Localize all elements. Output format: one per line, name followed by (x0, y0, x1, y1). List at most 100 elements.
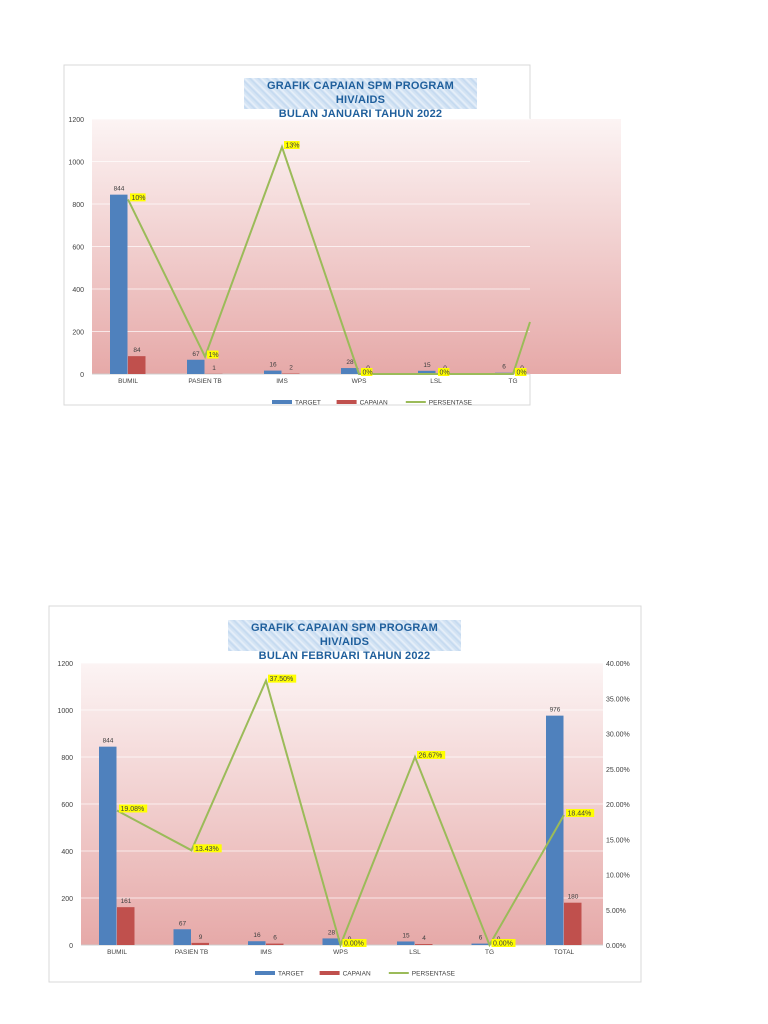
chart2-frame (48, 605, 642, 983)
chart2-category-label: IMS (260, 949, 272, 956)
chart1-legend-swatch (336, 400, 357, 404)
chart2-y-tick-label: 0 (69, 943, 73, 950)
chart2-bar-target (248, 941, 266, 945)
chart1-line-label-bg (130, 193, 146, 202)
chart1-y-tick-label: 600 (72, 245, 84, 252)
chart2-bar-capaian (191, 942, 209, 945)
chart2-y-tick-label: 200 (61, 896, 73, 903)
chart2-bar-value-label: 6 (273, 935, 277, 942)
chart1-bar-value-label: 28 (346, 359, 354, 366)
chart1-y-tick-label: 800 (72, 202, 84, 209)
chart2-line-label-bg (566, 808, 595, 817)
chart1-category-label: LSL (430, 378, 442, 385)
chart2-y2-tick-label: 15.00% (606, 837, 630, 844)
chart2-title-line2: BULAN FEBRUARI TAHUN 2022 (258, 650, 431, 662)
chart1-category-label: WPS (352, 378, 367, 385)
chart1-title-line1: GRAFIK CAPAIAN SPM PROGRAM HIV/AIDS (266, 80, 455, 106)
chart2-y2-tick-label: 5.00% (606, 908, 626, 915)
chart2-bar-value-label: 6 (479, 935, 483, 942)
chart2-line-persentase (116, 677, 565, 949)
chart2-y-tick-label: 800 (61, 755, 73, 762)
chart1-line-label-bg (361, 368, 373, 376)
chart1-line-label-bg (284, 141, 300, 149)
chart1-bar-target (264, 370, 282, 374)
chart1-bar-value-label: 16 (269, 362, 277, 369)
chart1-bar-value-label: 84 (133, 347, 141, 354)
chart2-y2-tick-label: 0.00% (606, 943, 626, 950)
chart2-bar-target (397, 941, 415, 945)
chart1-y-tick-label: 1000 (68, 160, 84, 167)
chart2-bar-value-label: 9 (199, 934, 203, 941)
chart1-bar-value-label: 67 (192, 351, 200, 358)
chart2-line-value-label: 0.00% (344, 941, 364, 948)
chart1-bar-value-label: 1 (212, 365, 216, 372)
chart2-legend-swatch (319, 971, 340, 975)
chart2-line-value-label: 19.08% (121, 806, 145, 813)
chart1-bar-target (110, 194, 128, 374)
chart2-category-label: TG (485, 949, 494, 956)
chart2-legend-label: CAPAIAN (343, 971, 371, 978)
chart1-legend-label: TARGET (295, 400, 321, 407)
chart1-line-value-label: 13% (286, 143, 300, 150)
chart1-bar-value-label: 6 (502, 364, 506, 371)
chart2-bar-target (322, 938, 340, 945)
chart2-line-label-bg (491, 939, 516, 947)
chart1-bar-value-label: 844 (114, 186, 125, 193)
chart1-y-tick-label: 0 (80, 372, 84, 379)
chart2-bar-value-label: 28 (328, 929, 336, 936)
chart2-line-value-label: 0.00% (493, 941, 513, 948)
chart2-bar-target (173, 929, 191, 945)
chart2-line-label-bg (119, 804, 148, 813)
chart2-y-tick-label: 400 (61, 849, 73, 856)
chart2-legend-label: TARGET (278, 971, 304, 978)
chart2-bar-value-label: 16 (253, 932, 261, 939)
chart2-line-value-label: 18.44% (568, 810, 592, 817)
chart2-bar-value-label: 180 (568, 894, 579, 901)
chart1-category-label: PASIEN TB (188, 378, 221, 385)
chart2-legend-swatch (255, 971, 275, 975)
chart1-line-value-label: 1% (209, 352, 219, 359)
chart2-line-label-bg (342, 939, 367, 947)
chart1-line-value-label: 0% (363, 370, 373, 377)
chart2-y-tick-label: 600 (61, 802, 73, 809)
chart1-bar-target (418, 370, 436, 374)
chart2-y2-tick-label: 10.00% (606, 873, 630, 880)
chart1-legend-label: CAPAIAN (360, 400, 388, 407)
chart1-line-value-label: 10% (132, 195, 146, 202)
chart1-legend-label: PERSENTASE (429, 400, 473, 407)
chart2-bar-target (99, 746, 117, 945)
chart1-y-tick-label: 400 (72, 287, 84, 294)
chart1-y-tick-label: 200 (72, 330, 84, 337)
chart2-bar-value-label: 67 (179, 920, 187, 927)
chart1-category-label: TG (508, 378, 517, 385)
chart2-bar-value-label: 15 (402, 932, 410, 939)
chart2-y-tick-label: 1200 (57, 661, 73, 668)
chart2-category-label: WPS (333, 949, 348, 956)
chart2-y2-tick-label: 40.00% (606, 661, 630, 668)
chart1-bar-capaian (128, 356, 146, 374)
chart2-line-value-label: 37.50% (270, 676, 294, 683)
chart2-bar-value-label: 976 (550, 707, 561, 714)
chart1-legend-swatch (272, 400, 292, 404)
chart2-bar-value-label: 4 (422, 935, 426, 942)
chart2-line-value-label: 26.67% (419, 752, 443, 759)
chart1-bar-target (187, 359, 205, 374)
chart1-category-label: IMS (276, 378, 288, 385)
chart1-line-label-bg (515, 368, 527, 376)
chart1-line-label-bg (207, 350, 219, 359)
chart1-category-label: BUMIL (118, 378, 138, 385)
chart2-line-label-bg (193, 844, 222, 853)
chart2-bar-value-label: 161 (121, 898, 132, 905)
chart2-title-box: GRAFIK CAPAIAN SPM PROGRAM HIV/AIDS BULA… (228, 620, 461, 662)
chart1-bar-target (341, 368, 359, 374)
chart2-line-value-label: 13.43% (195, 846, 219, 853)
chart2-title-line1: GRAFIK CAPAIAN SPM PROGRAM HIV/AIDS (250, 622, 439, 648)
chart2-category-label: PASIEN TB (175, 949, 208, 956)
chart1-svg: 0 200 400 600 800 1000 1200 BUMIL PASIEN TB IMS WP… (63, 64, 621, 407)
chart2-legend-label: PERSENTASE (412, 971, 456, 978)
chart1-line-value-label: 0% (440, 370, 450, 377)
chart2-y2-tick-label: 30.00% (606, 732, 630, 739)
chart2-bar-capaian (564, 902, 582, 945)
chart2-y2-tick-label: 25.00% (606, 767, 630, 774)
